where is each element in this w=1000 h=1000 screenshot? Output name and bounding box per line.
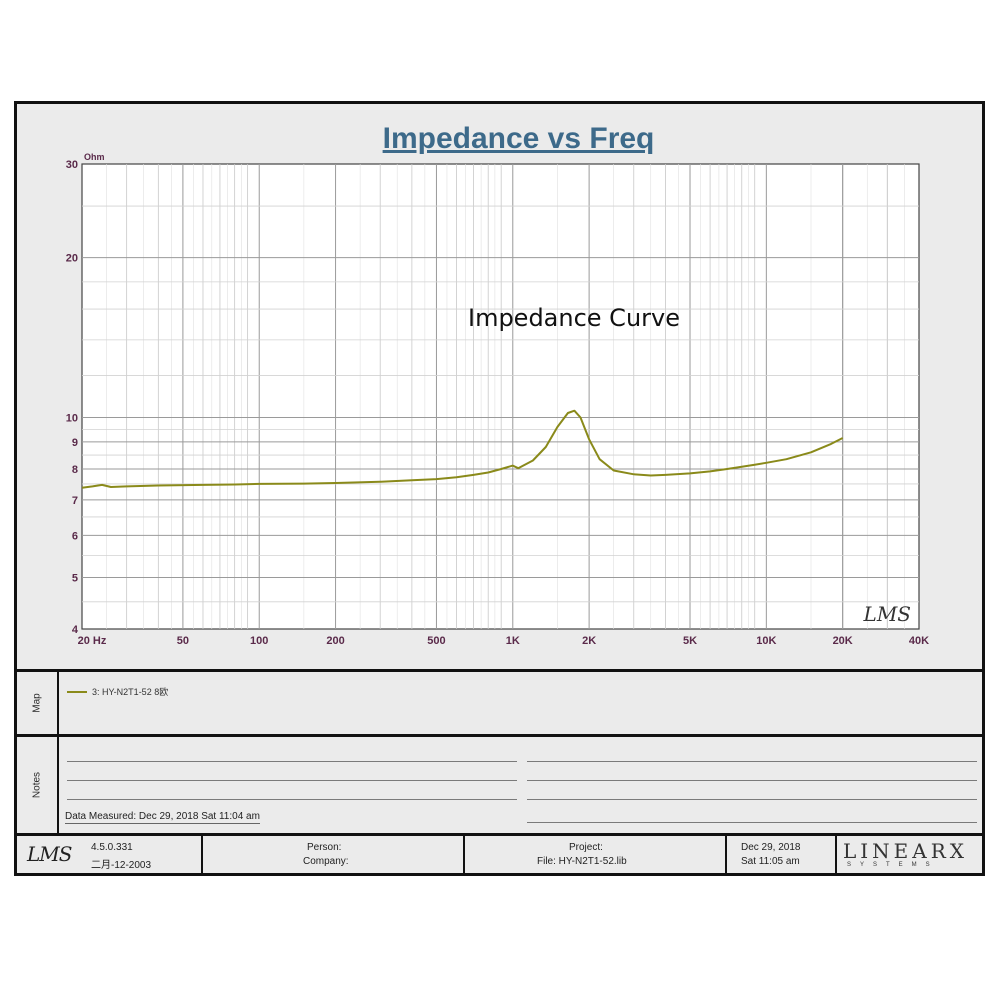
- x-tick-label: 2K: [582, 635, 596, 647]
- chart-title: Impedance vs Freq: [383, 122, 655, 155]
- version-date-text: 二月-12-2003: [91, 860, 152, 871]
- y-tick-label: 9: [72, 437, 78, 449]
- impedance-chart: Impedance vs Freq 30 20 10 9 8 7 6 5 4 Ohm 20 Hz 50 1…: [66, 122, 929, 647]
- x-tick-label: 50: [177, 635, 189, 647]
- y-tick-label: 5: [72, 573, 78, 585]
- file-label: File: HY-N2T1-52.lib: [537, 856, 627, 867]
- company-label: Company:: [303, 856, 349, 867]
- note-line: [527, 780, 977, 781]
- chart-panel: Impedance vs Freq 30 20 10 9 8 7 6 5 4 Ohm 20 Hz 50 1…: [17, 104, 982, 672]
- y-tick-label: 8: [72, 464, 78, 476]
- x-tick-label: 40K: [909, 635, 929, 647]
- note-line: [67, 780, 517, 781]
- y-tick-label: 4: [72, 624, 79, 636]
- y-tick-label: 7: [72, 495, 78, 507]
- footer-date-cell: Dec 29, 2018 Sat 11:05 am: [727, 836, 837, 873]
- person-label: Person:: [307, 842, 342, 853]
- note-line: [527, 799, 977, 800]
- impedance-series-line: [81, 409, 844, 489]
- report-frame: Impedance vs Freq 30 20 10 9 8 7 6 5 4 Ohm 20 Hz 50 1…: [14, 101, 985, 876]
- y-tick-label: 30: [66, 159, 78, 171]
- map-side-label: Map: [17, 672, 59, 734]
- x-tick-label: 500: [427, 635, 445, 647]
- x-tick-label: 200: [326, 635, 344, 647]
- project-label: Project:: [569, 842, 603, 853]
- y-tick-label: 10: [66, 413, 78, 425]
- map-label: Map: [31, 693, 43, 713]
- data-measured-text: Data Measured: Dec 29, 2018 Sat 11:04 am: [65, 811, 260, 824]
- impedance-curve-annotation: Impedance Curve: [468, 304, 680, 332]
- footer-bar: LMS 4.5.0.331 二月-12-2003 Person: Company…: [17, 836, 982, 873]
- legend-swatch: [67, 690, 87, 693]
- legend-entry: 3: HY-N2T1-52 8欧: [67, 685, 168, 698]
- x-tick-label: 5K: [683, 635, 697, 647]
- note-line: [67, 761, 517, 762]
- note-line: [67, 799, 517, 800]
- lms-watermark: LMS: [863, 602, 911, 626]
- footer-person-cell: Person: Company:: [203, 836, 465, 873]
- plot-area: [81, 163, 920, 630]
- note-line: [527, 761, 977, 762]
- x-tick-label: 1K: [506, 635, 520, 647]
- linearx-subtitle: SYSTEMS: [847, 862, 939, 868]
- lms-logo: LMS: [27, 842, 72, 866]
- footer-date: Dec 29, 2018: [741, 842, 801, 853]
- footer-brand-cell: LINEARX SYSTEMS: [837, 836, 982, 873]
- notes-side-label: Notes: [17, 737, 59, 833]
- y-unit-label: Ohm: [84, 152, 105, 162]
- note-line: [527, 822, 977, 823]
- footer-project-cell: Project: File: HY-N2T1-52.lib: [465, 836, 727, 873]
- x-tick-label: 10K: [756, 635, 776, 647]
- notes-panel: Notes Data Measured: Dec 29, 2018 Sat 11…: [17, 737, 982, 836]
- version-text: 4.5.0.331: [91, 842, 133, 853]
- linearx-logo: LINEARX: [843, 839, 969, 863]
- y-tick-label: 20: [66, 253, 78, 265]
- footer-time: Sat 11:05 am: [741, 856, 800, 867]
- x-tick-label: 100: [250, 635, 268, 647]
- x-tick-label: 20K: [833, 635, 853, 647]
- notes-label: Notes: [31, 771, 43, 799]
- footer-logo-cell: LMS 4.5.0.331 二月-12-2003: [17, 836, 203, 873]
- legend-text: 3: HY-N2T1-52 8欧: [92, 687, 169, 697]
- map-panel: Map 3: HY-N2T1-52 8欧: [17, 672, 982, 737]
- x-tick-label: 20 Hz: [78, 635, 107, 647]
- y-tick-label: 6: [72, 530, 78, 542]
